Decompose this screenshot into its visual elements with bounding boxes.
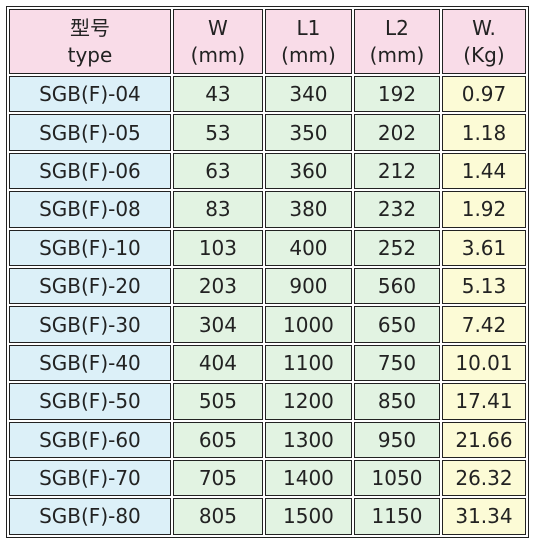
cell: SGB(F)-30 [9,306,171,343]
cell: 340 [264,76,352,113]
header-line: L1 [296,15,321,40]
cell: 400 [264,229,352,266]
header-line: (Kg) [463,42,505,67]
cell: SGB(F)-04 [9,76,171,113]
cell: 605 [172,421,263,458]
cell: SGB(F)-10 [9,229,171,266]
row: SGB(F)-30 304 1000 650 7.42 [9,306,526,343]
cell: 21.66 [441,421,526,458]
cell: 1400 [264,459,352,497]
table-body: SGB(F)-04 43 340 192 0.97 SGB(F)-05 53 350 202 1.… [9,76,526,535]
cell: 10.01 [441,344,526,382]
cell: 750 [353,344,440,382]
cell: 43 [172,76,263,113]
cell: 950 [353,421,440,458]
cell: 1150 [353,498,440,535]
header-cell: L2 (mm) [353,9,440,74]
cell: 1200 [264,383,352,420]
cell: SGB(F)-06 [9,152,171,190]
cell: 560 [353,267,440,305]
row: SGB(F)-05 53 350 202 1.18 [9,114,526,151]
cell: 202 [353,114,440,151]
cell: 83 [172,191,263,228]
cell: 1300 [264,421,352,458]
cell: SGB(F)-20 [9,267,171,305]
cell: SGB(F)-60 [9,421,171,458]
cell: 1050 [353,459,440,497]
cell: 650 [353,306,440,343]
header-cell: 型号 type [9,9,171,74]
row: SGB(F)-04 43 340 192 0.97 [9,76,526,113]
header-line: 型号 [69,15,110,40]
row: SGB(F)-08 83 380 232 1.92 [9,191,526,228]
cell: 1100 [264,344,352,382]
spec-table: 型号 type W (mm) L1 (mm) L2 (mm) W. (Kg) SGB(F)-04 4… [6,6,529,538]
header-line: (mm) [190,42,246,67]
row: SGB(F)-10 103 400 252 3.61 [9,229,526,266]
header-line: W [208,15,228,40]
cell: 705 [172,459,263,497]
row: SGB(F)-20 203 900 560 5.13 [9,267,526,305]
row: SGB(F)-60 605 1300 950 21.66 [9,421,526,458]
cell: SGB(F)-50 [9,383,171,420]
cell: SGB(F)-40 [9,344,171,382]
cell: 1.92 [441,191,526,228]
header-line: (mm) [369,42,425,67]
cell: 192 [353,76,440,113]
cell: SGB(F)-08 [9,191,171,228]
cell: 350 [264,114,352,151]
row: SGB(F)-70 705 1400 1050 26.32 [9,459,526,497]
cell: 404 [172,344,263,382]
row: SGB(F)-06 63 360 212 1.44 [9,152,526,190]
cell: SGB(F)-70 [9,459,171,497]
header-cell: W (mm) [172,9,263,74]
cell: 252 [353,229,440,266]
header-cell: W. (Kg) [441,9,526,74]
cell: 103 [172,229,263,266]
cell: 7.42 [441,306,526,343]
cell: 1.44 [441,152,526,190]
header-row: 型号 type W (mm) L1 (mm) L2 (mm) W. (Kg) [9,9,526,74]
cell: 53 [172,114,263,151]
cell: 5.13 [441,267,526,305]
cell: 805 [172,498,263,535]
cell: 203 [172,267,263,305]
cell: 3.61 [441,229,526,266]
cell: 505 [172,383,263,420]
cell: 17.41 [441,383,526,420]
cell: 850 [353,383,440,420]
row: SGB(F)-80 805 1500 1150 31.34 [9,498,526,535]
header-line: (mm) [281,42,336,67]
cell: 380 [264,191,352,228]
row: SGB(F)-40 404 1100 750 10.01 [9,344,526,382]
cell: 26.32 [441,459,526,497]
cell: 1000 [264,306,352,343]
cell: 212 [353,152,440,190]
cell: 304 [172,306,263,343]
header-line: type [67,42,113,67]
cell: SGB(F)-05 [9,114,171,151]
header-line: L2 [385,15,409,40]
cell: 63 [172,152,263,190]
cell: 0.97 [441,76,526,113]
cell: 31.34 [441,498,526,535]
row: SGB(F)-50 505 1200 850 17.41 [9,383,526,420]
header-line: W. [472,15,496,40]
cell: SGB(F)-80 [9,498,171,535]
cell: 1500 [264,498,352,535]
header-cell: L1 (mm) [264,9,352,74]
cell: 1.18 [441,114,526,151]
cell: 232 [353,191,440,228]
cell: 360 [264,152,352,190]
cell: 900 [264,267,352,305]
